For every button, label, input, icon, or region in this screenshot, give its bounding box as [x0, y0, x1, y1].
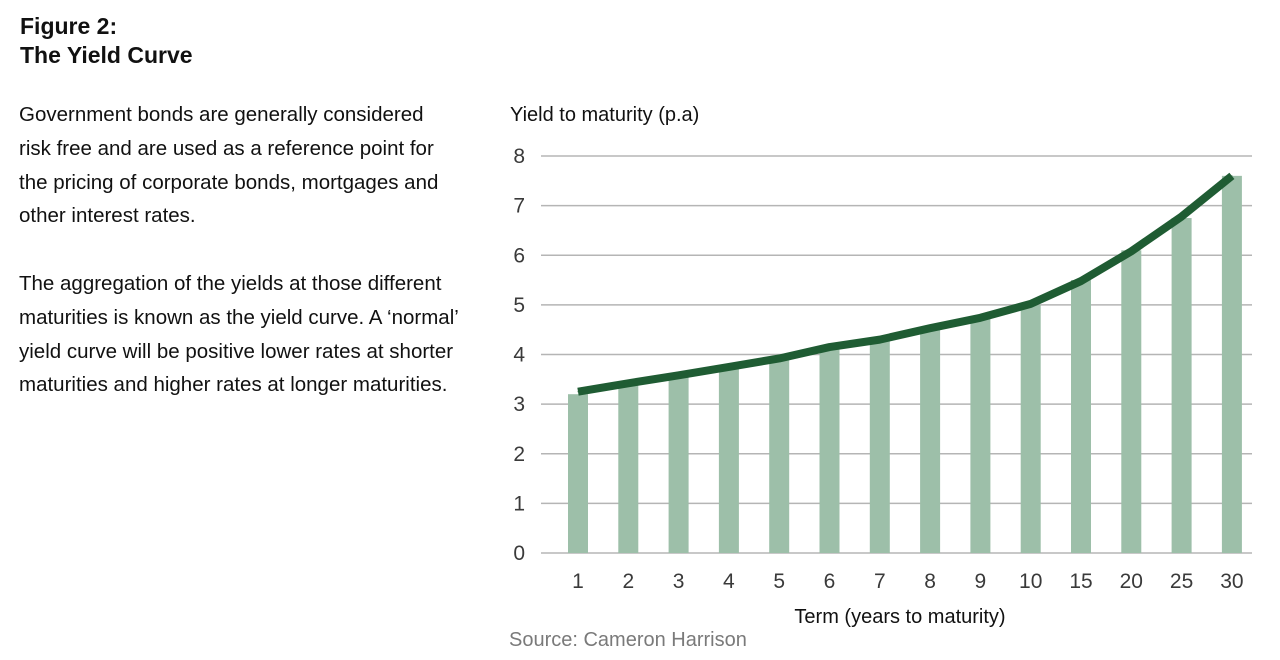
y-tick-label: 8: [513, 145, 525, 168]
y-tick-label: 4: [513, 344, 525, 367]
bar: [1121, 250, 1142, 553]
x-tick-label: 8: [924, 570, 936, 593]
yield-point: [1080, 280, 1082, 282]
y-tick-label: 2: [513, 443, 525, 466]
bar: [920, 327, 941, 553]
x-tick-label: 1: [572, 570, 584, 593]
bar: [769, 359, 790, 553]
bar: [970, 317, 991, 553]
y-tick-label: 0: [513, 542, 525, 565]
y-tick-label: 3: [513, 393, 525, 416]
bar: [568, 394, 588, 553]
yield-point: [879, 339, 881, 341]
bar: [1171, 218, 1192, 553]
bar: [1221, 175, 1242, 553]
bar: [1071, 280, 1091, 553]
yield-point: [1130, 250, 1132, 252]
figure-title: Figure 2: The Yield Curve: [20, 12, 193, 70]
y-axis-title: Yield to maturity (p.a): [510, 104, 699, 126]
x-tick-label: 5: [773, 570, 785, 593]
x-tick-label: 2: [622, 570, 634, 593]
yield-point: [1231, 175, 1233, 177]
x-tick-label: 6: [824, 570, 836, 593]
x-tick-label: 20: [1120, 570, 1143, 593]
x-tick-label: 15: [1069, 570, 1092, 593]
yield-point: [1181, 216, 1183, 218]
figure-number: Figure 2:: [20, 13, 118, 39]
yield-line: [577, 172, 1235, 396]
x-tick-label: 10: [1019, 570, 1042, 593]
y-tick-label: 6: [513, 244, 525, 267]
x-axis-title: Term (years to maturity): [794, 606, 1005, 628]
description-paragraph-1: Government bonds are generally considere…: [19, 103, 439, 228]
grid-lines: [541, 155, 1252, 554]
bar: [869, 339, 890, 553]
x-tick-label: 25: [1170, 570, 1193, 593]
y-tick-label: 7: [513, 195, 525, 218]
x-tick-label: 9: [975, 570, 987, 593]
x-tick-label: 4: [723, 570, 735, 593]
description-text: Government bonds are generally considere…: [19, 98, 459, 436]
yield-point: [728, 366, 730, 368]
bar: [819, 347, 840, 553]
x-tick-label: 3: [673, 570, 685, 593]
bar: [718, 366, 739, 553]
yield-point: [1030, 303, 1032, 305]
yield-point: [678, 374, 680, 376]
bar: [668, 376, 689, 553]
yield-line-layer: [577, 172, 1235, 396]
x-tick-labels: 1 2 3 4 5 6 7 8 9 10 15 20 25 30: [572, 570, 1243, 593]
yield-point: [778, 357, 780, 359]
yield-point: [829, 346, 830, 348]
source-note: Source: Cameron Harrison: [509, 629, 747, 651]
bars: [568, 175, 1242, 553]
y-tick-label: 1: [513, 492, 525, 515]
x-tick-label: 7: [874, 570, 886, 593]
description-paragraph-2: The aggregation of the yields at those d…: [19, 271, 459, 397]
yield-point: [627, 382, 629, 384]
figure-name: The Yield Curve: [20, 42, 193, 68]
yield-point: [979, 317, 981, 319]
y-tick-label: 5: [513, 294, 525, 317]
yield-point: [929, 327, 931, 329]
yield-point: [577, 391, 579, 393]
x-tick-label: 30: [1220, 570, 1243, 593]
y-tick-labels: 0 1 2 3 4 5 6 7 8: [513, 145, 525, 565]
bar: [618, 384, 639, 553]
bar: [1020, 304, 1041, 553]
